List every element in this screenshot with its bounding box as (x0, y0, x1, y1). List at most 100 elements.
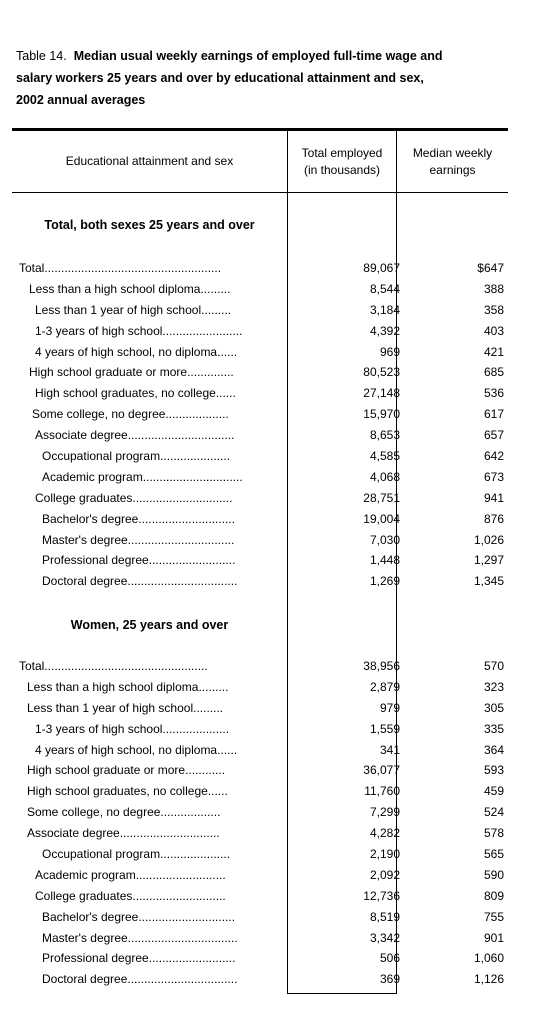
row-label: 4 years of high school, no diploma...... (35, 742, 238, 757)
row-label: 4 years of high school, no diploma...... (35, 344, 238, 359)
total-employed-value: 1,448 (369, 553, 400, 568)
row-label: Academic program........................… (42, 469, 243, 484)
total-employed-value: 369 (379, 972, 400, 987)
total-employed-value: 2,092 (369, 867, 400, 882)
title-line-1: Table 14. Median usual weekly earnings o… (16, 45, 516, 67)
total-employed-value: 28,751 (363, 490, 400, 505)
row-label: Academic program........................… (35, 867, 226, 882)
header-total-employed-line1: Total employed (301, 146, 383, 160)
row-label: Professional degree.....................… (42, 553, 236, 568)
total-employed-value: 969 (379, 344, 400, 359)
table-row: Professional degree.....................… (12, 948, 508, 969)
total-employed-value: 89,067 (363, 261, 400, 275)
row-label: College graduates.......................… (35, 888, 226, 903)
table-row: College graduates.......................… (12, 886, 508, 907)
total-employed-value: 1,559 (369, 721, 400, 736)
row-label: High school graduates, no college...... (27, 784, 228, 799)
median-earnings-value: $647 (477, 261, 504, 275)
total-employed-value: 19,004 (363, 511, 400, 526)
row-label: 1-3 years of high school................… (35, 323, 243, 338)
table-row: 4 years of high school, no diploma......… (12, 342, 508, 363)
median-earnings-value: 755 (483, 909, 504, 924)
median-earnings-value: 403 (483, 323, 504, 338)
median-earnings-value: 578 (483, 826, 504, 841)
table-row: Occupational program....................… (12, 844, 508, 865)
header-bottom-rule (12, 192, 508, 193)
median-earnings-value: 685 (483, 365, 504, 380)
row-label: Occupational program....................… (42, 449, 231, 464)
row-label: Less than a high school diploma......... (29, 281, 231, 296)
total-employed-value: 27,148 (363, 386, 400, 401)
table-row: 1-3 years of high school................… (12, 719, 508, 740)
total-employed-value: 8,544 (369, 281, 400, 296)
table-row: Associate degree........................… (12, 823, 508, 844)
table-row: Academic program........................… (12, 467, 508, 488)
table-row: High school graduates, no college...... 1… (12, 781, 508, 802)
title-text-1: Median usual weekly earnings of employed… (73, 49, 443, 63)
total-employed-value: 8,519 (369, 909, 400, 924)
median-earnings-value: 388 (483, 281, 504, 296)
table-row: Doctoral degree.........................… (12, 571, 508, 592)
row-label: College graduates.......................… (35, 490, 233, 505)
title-line-3: 2002 annual averages (16, 93, 146, 107)
row-label: Less than 1 year of high school......... (35, 302, 232, 317)
row-label: Master's degree.........................… (42, 930, 238, 945)
table-row: Less than 1 year of high school.........… (12, 698, 508, 719)
total-employed-value: 3,342 (369, 930, 400, 945)
median-earnings-value: 323 (483, 679, 504, 694)
total-employed-value: 4,392 (369, 323, 400, 338)
total-employed-value: 11,760 (364, 784, 400, 799)
row-label: Some college, no degree.................… (32, 407, 229, 422)
row-label: High school graduate or more............ (27, 763, 226, 778)
total-employed-value: 2,879 (369, 679, 400, 694)
row-label: Some college, no degree.................… (27, 805, 221, 820)
total-employed-value: 38,956 (363, 659, 400, 673)
median-earnings-value: 673 (483, 469, 504, 484)
median-earnings-value: 1,026 (473, 532, 504, 547)
title-line-2: salary workers 25 years and over by educ… (16, 71, 424, 85)
median-earnings-value: 642 (483, 449, 504, 464)
median-earnings-value: 809 (483, 888, 504, 903)
total-employed-value: 8,653 (369, 428, 400, 443)
median-earnings-value: 358 (483, 302, 504, 317)
column-divider-2 (396, 128, 397, 994)
rows-women: Total...................................… (12, 656, 508, 990)
median-earnings-value: 657 (483, 428, 504, 443)
median-earnings-value: 421 (483, 344, 504, 359)
table-row: High school graduate or more............… (12, 362, 508, 383)
total-employed-value: 4,282 (369, 826, 400, 841)
table-row: Bachelor's degree.......................… (12, 509, 508, 530)
row-label: 1-3 years of high school................… (35, 721, 230, 736)
column-divider-1 (287, 128, 288, 994)
table-title: Table 14. Median usual weekly earnings o… (16, 45, 516, 111)
median-earnings-value: 364 (483, 742, 504, 757)
table-row: Bachelor's degree.......................… (12, 907, 508, 928)
table-row: 1-3 years of high school................… (12, 321, 508, 342)
table-row: Professional degree.....................… (12, 550, 508, 571)
earnings-table: Educational attainment and sex Total emp… (12, 128, 508, 994)
total-employed-value: 4,585 (369, 449, 400, 464)
row-label: High school graduates, no college...... (35, 386, 236, 401)
table-row: Master's degree.........................… (12, 530, 508, 551)
median-earnings-value: 1,060 (473, 951, 504, 966)
row-label: Total...................................… (19, 659, 208, 673)
header-total-employed: Total employed (in thousands) (288, 145, 396, 179)
row-label: Occupational program....................… (42, 847, 231, 862)
table-row: Less than 1 year of high school.........… (12, 300, 508, 321)
total-employed-value: 7,030 (369, 532, 400, 547)
median-earnings-value: 1,126 (473, 972, 504, 987)
table-number: Table 14. (16, 49, 67, 63)
median-earnings-value: 593 (483, 763, 504, 778)
table-row: Total...................................… (12, 258, 508, 279)
total-employed-value: 12,736 (363, 888, 400, 903)
total-employed-value: 36,077 (363, 763, 400, 778)
median-earnings-value: 1,297 (473, 553, 504, 568)
table-row: Some college, no degree.................… (12, 802, 508, 823)
total-employed-value: 3,184 (369, 302, 400, 317)
median-earnings-value: 1,345 (473, 574, 504, 589)
table-row: Some college, no degree.................… (12, 404, 508, 425)
table-row: Total...................................… (12, 656, 508, 677)
table-row: Master's degree.........................… (12, 928, 508, 949)
total-employed-value: 1,269 (369, 574, 400, 589)
median-earnings-value: 335 (483, 721, 504, 736)
